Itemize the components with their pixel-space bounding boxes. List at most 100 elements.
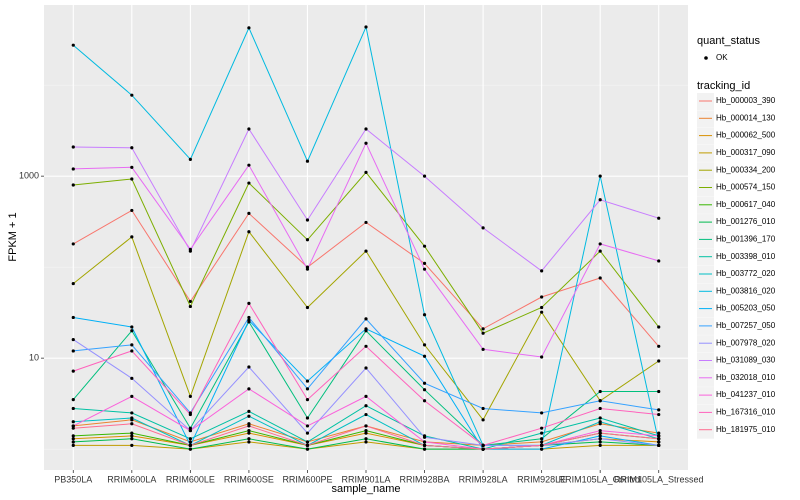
data-point <box>130 349 134 353</box>
data-point <box>305 416 310 420</box>
x-tick-label: RRIM600SE <box>224 474 274 484</box>
data-point <box>598 174 602 178</box>
data-point <box>130 376 134 380</box>
data-point <box>247 301 251 305</box>
data-point <box>188 412 192 417</box>
data-point <box>188 426 192 430</box>
data-point <box>130 235 134 239</box>
legend-title: tracking_id <box>697 80 750 92</box>
data-point <box>598 406 602 411</box>
data-point <box>188 157 192 161</box>
x-tick-label: PB350LA <box>54 474 92 484</box>
data-point <box>71 426 75 430</box>
data-point <box>481 331 485 335</box>
data-point <box>71 443 75 447</box>
data-point <box>305 443 310 447</box>
data-point <box>247 409 251 413</box>
data-point <box>305 431 310 435</box>
data-point <box>305 387 310 391</box>
data-point <box>188 299 192 304</box>
legend-label: Hb_001396_170 <box>716 235 776 244</box>
data-point <box>598 276 602 280</box>
data-point <box>598 399 602 403</box>
legend-label: Hb_007257_050 <box>716 321 776 330</box>
data-point <box>71 167 75 171</box>
legend-label: Hb_041237_010 <box>716 390 776 399</box>
data-point <box>540 355 544 359</box>
data-point <box>247 387 251 391</box>
data-point <box>481 406 485 411</box>
data-point <box>657 412 661 417</box>
data-point <box>71 183 75 187</box>
data-point <box>422 343 427 347</box>
data-point <box>130 208 134 213</box>
data-point <box>598 431 602 435</box>
x-tick-label: RRIM600LE <box>166 474 215 484</box>
legend-label: Hb_000003_390 <box>716 96 776 105</box>
data-point <box>598 443 602 447</box>
data-point <box>247 230 251 234</box>
data-point <box>305 440 310 444</box>
data-point <box>247 181 251 185</box>
data-point <box>422 354 427 358</box>
data-point <box>130 437 134 441</box>
data-point <box>364 317 368 321</box>
x-tick-label: RRIM928BA <box>400 474 450 484</box>
data-point <box>422 381 427 385</box>
data-point <box>422 313 427 317</box>
legend-label: Hb_007978_020 <box>716 338 776 347</box>
x-tick-label: RRIM105LA_Stressed <box>614 474 704 484</box>
data-point <box>305 159 310 163</box>
data-point <box>305 424 310 428</box>
data-point <box>247 365 251 369</box>
y-axis-label: FPKM + 1 <box>7 212 19 261</box>
x-tick-label: RRIM600PE <box>282 474 332 484</box>
data-point <box>305 398 310 402</box>
legend-label: Hb_000574_150 <box>716 183 776 192</box>
data-point <box>247 127 251 131</box>
data-point <box>188 443 192 447</box>
data-point <box>364 428 368 433</box>
data-point <box>130 416 134 420</box>
data-point <box>422 443 427 447</box>
data-point <box>247 437 251 441</box>
data-point <box>71 437 75 441</box>
data-point <box>364 249 368 253</box>
data-point <box>188 394 192 398</box>
data-point <box>247 414 251 418</box>
legend-label: Hb_003398_010 <box>716 252 776 261</box>
legend-label: Hb_000617_040 <box>716 200 776 209</box>
legend-label: Hb_031089_030 <box>716 356 776 365</box>
data-point <box>598 242 602 246</box>
legend-title: quant_status <box>697 35 760 47</box>
data-point <box>364 141 368 145</box>
x-tick-label: RRIM901LA <box>341 474 390 484</box>
data-point <box>305 238 310 242</box>
data-point <box>481 347 485 351</box>
data-point <box>247 318 251 322</box>
data-point <box>247 440 251 444</box>
data-point <box>71 242 75 246</box>
data-point <box>247 315 251 320</box>
data-point <box>247 424 251 428</box>
data-point <box>130 329 134 333</box>
data-point <box>130 343 134 347</box>
data-point <box>71 424 75 428</box>
data-point <box>130 394 134 398</box>
data-point <box>364 424 368 428</box>
data-point <box>481 327 485 331</box>
legend-label: Hb_167316_010 <box>716 408 776 417</box>
data-point <box>305 218 310 222</box>
data-point <box>247 26 251 30</box>
data-point <box>130 431 134 435</box>
legend-label: Hb_000334_200 <box>716 165 776 174</box>
data-point <box>71 145 75 149</box>
x-tick-label: RRIM600LA <box>107 474 156 484</box>
data-point <box>188 247 192 251</box>
data-point <box>130 325 134 329</box>
data-point <box>130 146 134 150</box>
x-tick-label: RRIM928LA <box>459 474 508 484</box>
data-point <box>364 431 368 435</box>
data-point <box>130 422 134 426</box>
data-point <box>481 443 485 447</box>
